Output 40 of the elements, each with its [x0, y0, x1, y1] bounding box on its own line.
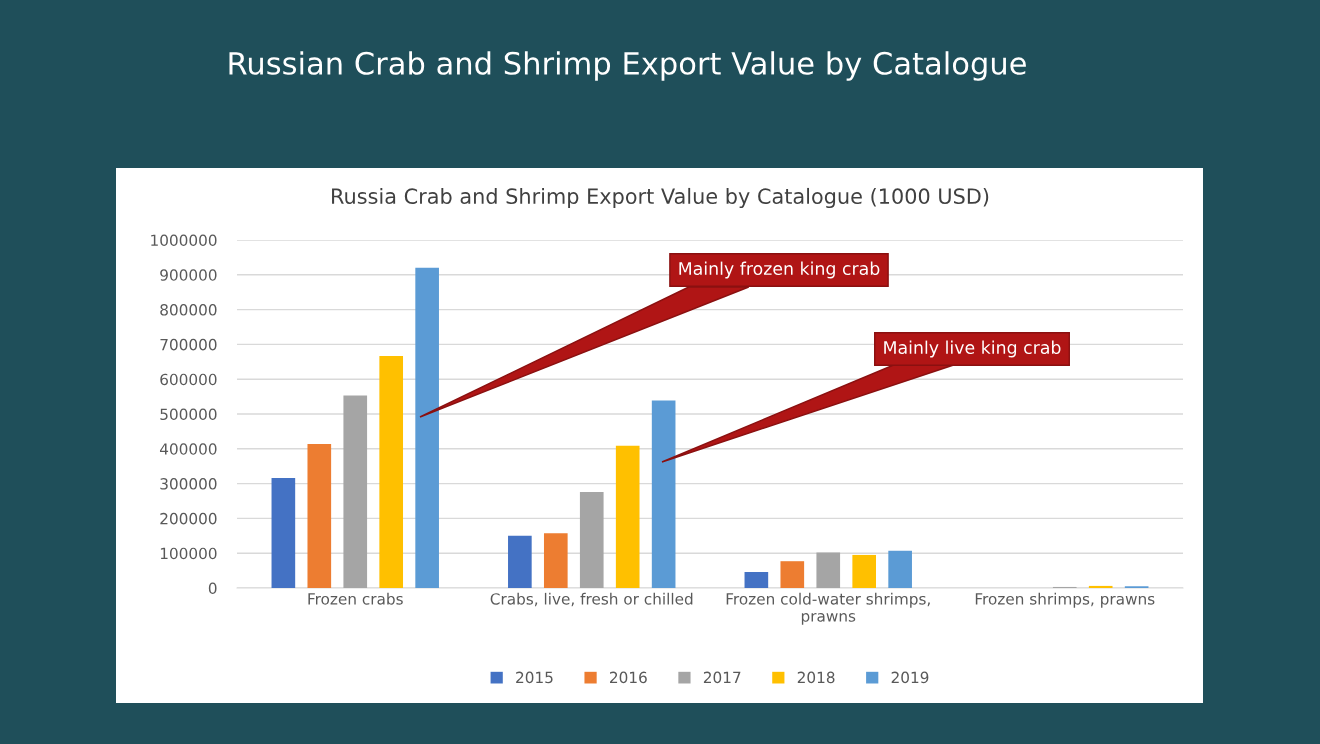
annotation: Mainly live king crab — [884, 340, 1061, 358]
legend-label: 2016 — [610, 671, 647, 684]
x-tick-label: Frozen shrimps, prawns — [975, 592, 1155, 608]
chart-title: Russian Crab and Shrimp Export Value by Catalogue — [229, 51, 1026, 81]
y-tick-label: 1000000 — [151, 234, 217, 247]
y-tick-label: 900000 — [160, 269, 217, 281]
bar — [271, 478, 296, 588]
bar — [1088, 585, 1113, 588]
y-tick-label: 700000 — [160, 338, 217, 351]
bar — [816, 552, 841, 588]
bar — [615, 445, 640, 588]
legend-label: 2015 — [516, 671, 553, 684]
bar — [780, 561, 805, 588]
x-tick-label: Frozen cold-water shrimps, prawns — [726, 592, 930, 625]
y-tick-label: 100000 — [160, 547, 217, 560]
y-tick-label: 400000 — [159, 443, 217, 455]
y-tick-label: 800000 — [160, 304, 217, 316]
legend-label: 2017 — [703, 671, 741, 684]
bar — [508, 535, 532, 588]
bar — [379, 355, 404, 588]
bar — [852, 554, 877, 588]
annotation: Mainly frozen king crab — [679, 261, 880, 279]
bar — [651, 400, 676, 588]
bar — [343, 395, 368, 588]
bar — [415, 267, 439, 588]
y-tick-label: 0 — [208, 582, 217, 595]
chart-subtitle: Russia Crab and Shrimp Export Value by Catalogue (1000 USD) — [332, 187, 989, 209]
y-tick-label: 500000 — [160, 408, 217, 421]
x-tick-label: Frozen crabs — [308, 592, 403, 605]
bar — [579, 491, 604, 588]
bar — [888, 550, 912, 588]
legend-label: 2019 — [891, 671, 929, 684]
x-tick-label: Crabs, live, fresh or chilled — [490, 592, 693, 607]
bar — [744, 571, 769, 588]
bar — [307, 443, 332, 588]
y-tick-label: 300000 — [160, 478, 217, 490]
y-tick-label: 200000 — [160, 512, 217, 525]
bar — [543, 533, 568, 588]
legend-label: 2018 — [797, 671, 835, 684]
y-tick-label: 600000 — [160, 373, 217, 386]
